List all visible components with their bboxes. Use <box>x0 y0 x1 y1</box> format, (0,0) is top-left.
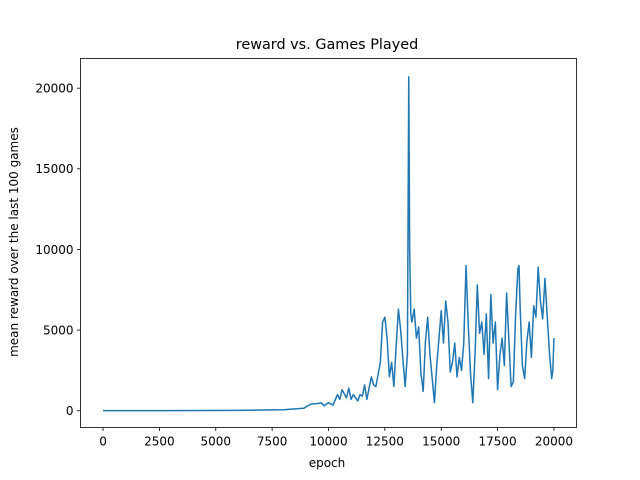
tick-group: 0 2500 5000 7500 10000 12500 15000 17500 20000 0 5… <box>35 81 573 448</box>
x-tick-label: 0 <box>99 435 107 449</box>
x-tick-label: 5000 <box>200 435 231 449</box>
y-tick-label: 20000 <box>35 81 73 95</box>
y-axis-label: mean reward over the last 100 games <box>7 127 21 357</box>
x-tick-label: 7500 <box>257 435 288 449</box>
x-tick-label: 17500 <box>478 435 516 449</box>
x-tick-label: 2500 <box>144 435 175 449</box>
chart-title: reward vs. Games Played <box>236 37 419 53</box>
y-tick-label: 5000 <box>43 323 74 337</box>
y-tick-label: 10000 <box>35 243 73 257</box>
y-tick-label: 15000 <box>35 162 73 176</box>
x-tick-label: 20000 <box>535 435 573 449</box>
reward-series-line <box>103 76 555 412</box>
plot-frame <box>80 58 577 428</box>
x-axis-label: epoch <box>309 456 346 470</box>
series-group <box>103 76 555 412</box>
x-tick-label: 12500 <box>366 435 404 449</box>
y-tick-label: 0 <box>66 404 74 418</box>
x-tick-label: 15000 <box>422 435 460 449</box>
x-tick-label: 10000 <box>309 435 347 449</box>
